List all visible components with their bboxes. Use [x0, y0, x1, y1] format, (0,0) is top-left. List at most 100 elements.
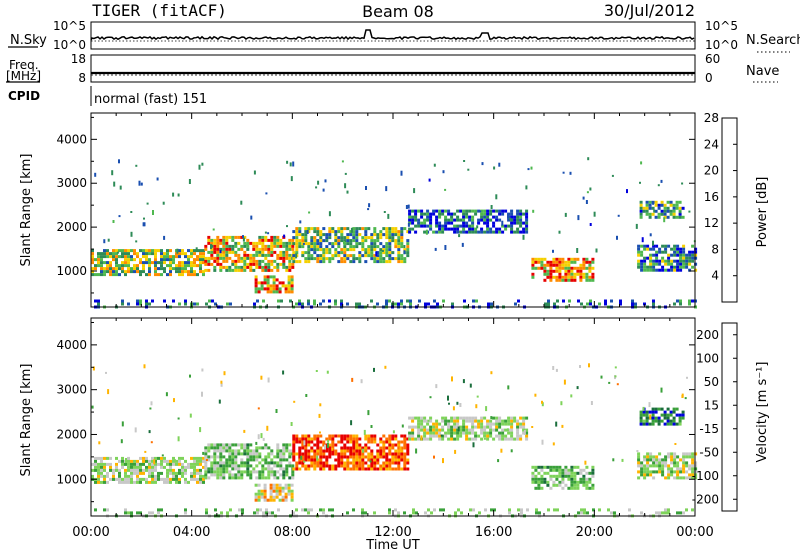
echo-cell: [579, 269, 583, 273]
echo-cell: [337, 260, 341, 264]
echo-cell: [576, 272, 580, 276]
echo-cell: [373, 458, 377, 462]
echo-cell: [276, 446, 280, 450]
echo-cell: [646, 247, 650, 251]
echo-cell: [391, 434, 395, 438]
echo-cell: [682, 247, 686, 251]
echo-cell: [417, 419, 421, 423]
echo-cell: [570, 278, 574, 282]
echo-cell: [457, 508, 460, 512]
echo-cell: [189, 374, 191, 378]
echo-cell: [585, 200, 588, 204]
echo-cell: [552, 465, 556, 469]
echo-cell: [322, 299, 325, 303]
echo-cell: [127, 267, 130, 271]
echo-cell: [688, 250, 692, 254]
echo-cell: [382, 260, 386, 264]
echo-cell: [231, 464, 235, 468]
echo-cell: [103, 273, 106, 277]
echo-cell: [263, 486, 267, 490]
echo-cell: [181, 252, 184, 256]
echo-cell: [462, 431, 466, 435]
echo-cell: [216, 247, 220, 251]
echo-cell: [658, 458, 662, 462]
echo-cell: [414, 230, 418, 234]
echo-cell: [276, 238, 280, 242]
echo-cell: [477, 218, 481, 222]
echo-cell: [660, 179, 663, 183]
echo-cell: [682, 467, 686, 471]
echo-cell: [649, 455, 653, 459]
echo-cell: [591, 486, 595, 490]
echo-cell: [510, 209, 514, 213]
echo-cell: [349, 452, 353, 456]
echo-cell: [279, 250, 283, 254]
echo-cell: [441, 416, 445, 420]
echo-cell: [301, 233, 305, 237]
echo-cell: [397, 242, 401, 246]
echo-cell: [269, 284, 273, 288]
echo-cell: [429, 416, 433, 420]
echo-cell: [181, 462, 184, 466]
echo-cell: [175, 471, 178, 475]
echo-cell: [643, 464, 647, 468]
y-tick-label: 4000: [56, 132, 87, 146]
echo-cell: [264, 247, 268, 251]
echo-cell: [269, 495, 273, 499]
echo-cell: [222, 250, 226, 254]
echo-cell: [115, 273, 118, 277]
echo-cell: [91, 267, 94, 271]
echo-cell: [670, 473, 674, 477]
echo-cell: [459, 431, 463, 435]
echo-cell: [276, 244, 280, 248]
echo-cell: [94, 264, 97, 268]
echo-cell: [456, 428, 460, 432]
echo-cell: [576, 386, 579, 390]
echo-cell: [283, 234, 286, 238]
echo-cell: [216, 464, 220, 468]
echo-cell: [588, 263, 592, 267]
echo-cell: [228, 452, 232, 456]
echo-cell: [567, 477, 571, 481]
echo-cell: [679, 253, 683, 257]
echo-cell: [258, 265, 262, 269]
echo-cell: [652, 259, 656, 263]
echo-cell: [172, 261, 175, 265]
echo-cell: [346, 449, 350, 453]
echo-cell: [688, 476, 692, 480]
echo-cell: [352, 233, 356, 237]
echo-cell: [270, 244, 274, 248]
echo-cell: [483, 425, 487, 429]
echo-cell: [567, 275, 571, 279]
echo-cell: [178, 267, 181, 271]
echo-cell: [397, 233, 401, 237]
echo-cell: [642, 422, 646, 426]
echo-cell: [307, 508, 310, 512]
echo-cell: [307, 455, 311, 459]
echo-cell: [643, 470, 647, 474]
echo-cell: [456, 431, 460, 435]
echo-cell: [367, 467, 371, 471]
echo-cell: [408, 434, 412, 438]
echo-cell: [519, 209, 523, 213]
echo-cell: [136, 252, 139, 256]
echo-cell: [340, 230, 344, 234]
echo-cell: [249, 253, 253, 257]
echo-cell: [361, 239, 365, 243]
echo-cell: [483, 437, 486, 440]
echo-cell: [118, 459, 121, 463]
echo-cell: [420, 209, 424, 213]
echo-cell: [361, 464, 365, 468]
echo-cell: [199, 459, 202, 463]
echo-cell: [367, 236, 371, 240]
echo-cell: [172, 477, 175, 481]
echo-cell: [216, 262, 220, 266]
echo-cell: [406, 467, 410, 471]
echo-cell: [664, 250, 668, 254]
echo-cell: [284, 290, 288, 294]
echo-cell: [480, 416, 484, 420]
echo-cell: [196, 273, 199, 277]
echo-cell: [552, 442, 555, 446]
echo-cell: [555, 269, 559, 273]
echo-cell: [204, 256, 208, 260]
